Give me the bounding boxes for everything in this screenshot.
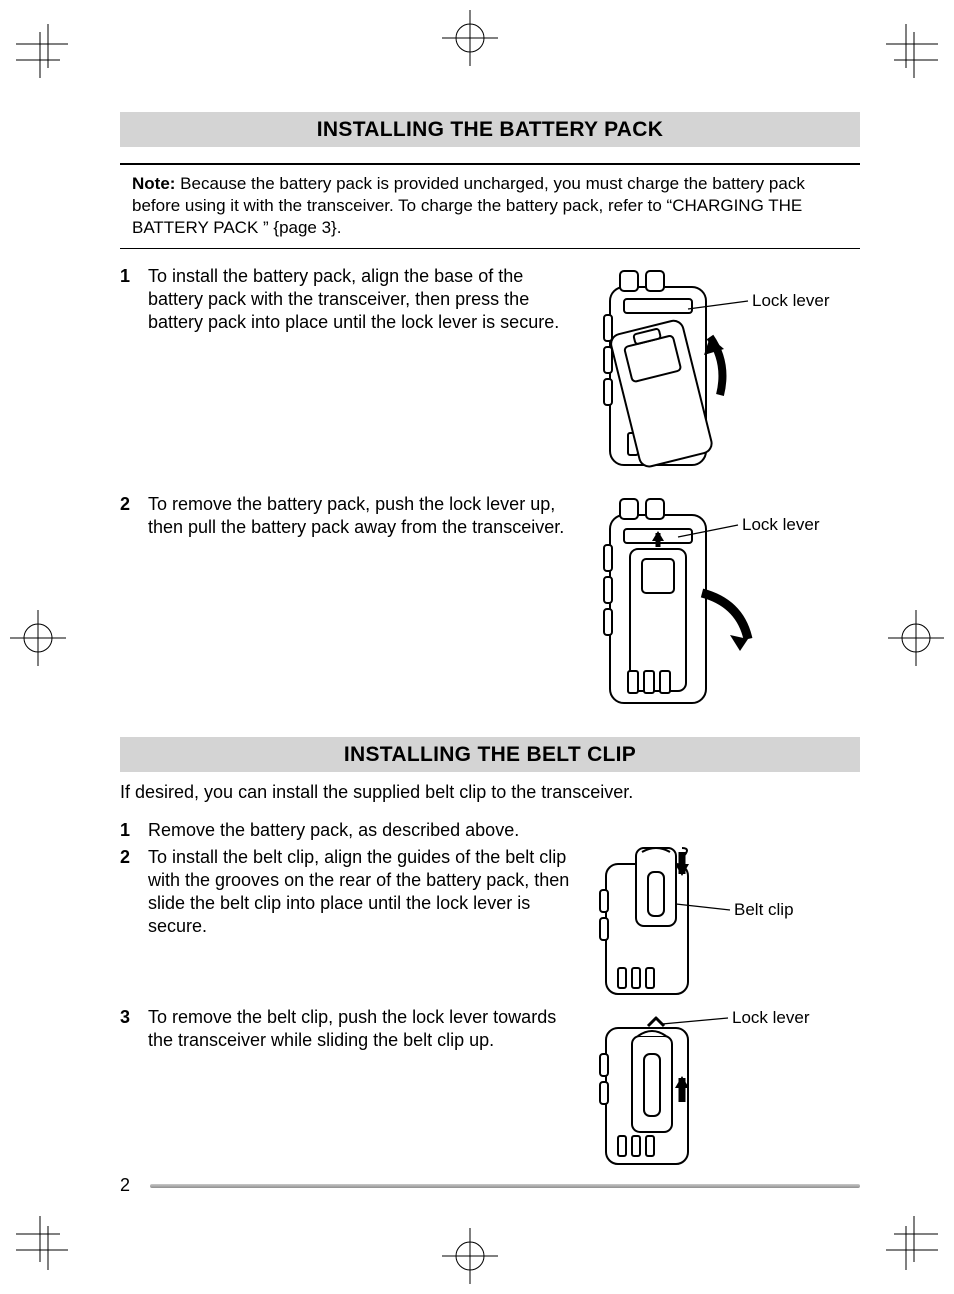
section-header-beltclip: INSTALLING THE BELT CLIP — [120, 737, 860, 772]
note-label: Note: — [132, 174, 175, 193]
section-intro: If desired, you can install the supplied… — [120, 782, 860, 803]
figure-callout: Belt clip — [734, 900, 794, 920]
page-footer-rule — [150, 1184, 860, 1188]
step-number: 1 — [120, 265, 148, 334]
figure-callout: Lock lever — [732, 1008, 809, 1028]
step-text: To install the belt clip, align the guid… — [148, 846, 570, 938]
step-number: 3 — [120, 1006, 148, 1052]
figure-callout: Lock lever — [752, 291, 829, 311]
figure-beltclip-remove — [570, 1006, 820, 1172]
figure-callout: Lock lever — [742, 515, 819, 535]
note-body: Because the battery pack is provided unc… — [132, 174, 805, 237]
section-header-battery: INSTALLING THE BATTERY PACK — [120, 112, 860, 147]
step-text: To install the battery pack, align the b… — [148, 265, 570, 334]
step-number: 2 — [120, 493, 148, 539]
page-number: 2 — [120, 1175, 130, 1196]
step-text: To remove the battery pack, push the loc… — [148, 493, 570, 539]
step-number: 2 — [120, 846, 148, 938]
figure-beltclip-install — [570, 846, 820, 1002]
step-number: 1 — [120, 819, 148, 842]
note-box: Note: Because the battery pack is provid… — [120, 163, 860, 249]
step-text: To remove the belt clip, push the lock l… — [148, 1006, 570, 1052]
step-text: Remove the battery pack, as described ab… — [148, 819, 519, 842]
